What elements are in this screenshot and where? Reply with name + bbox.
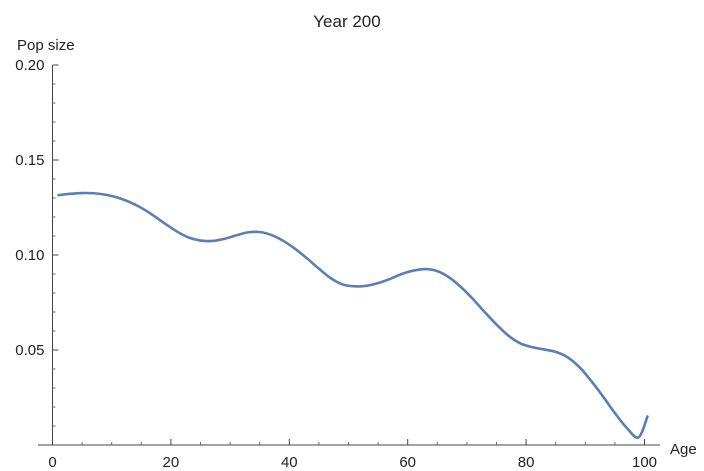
y-tick-label: 0.10 — [15, 247, 44, 264]
series-group — [57, 191, 649, 439]
axes — [38, 65, 660, 446]
x-tick-label: 80 — [518, 454, 535, 471]
x-tick-label: 60 — [399, 454, 416, 471]
x-tick-label: 40 — [281, 454, 298, 471]
y-tick-label: 0.05 — [15, 342, 44, 359]
y-tick-label: 0.15 — [15, 152, 44, 169]
y-axis-label: Pop size — [17, 37, 75, 54]
series-line — [57, 191, 649, 439]
ticks — [52, 64, 645, 445]
x-axis-label: Age — [670, 441, 697, 458]
x-tick-label: 100 — [632, 454, 657, 471]
tick-labels: 0 20 40 60 80 100 0.05 0.10 0.15 0.20 — [15, 57, 657, 471]
x-tick-label: 0 — [48, 454, 56, 471]
chart-title: Year 200 — [313, 12, 380, 31]
x-tick-label: 20 — [163, 454, 180, 471]
y-tick-label: 0.20 — [15, 57, 44, 74]
